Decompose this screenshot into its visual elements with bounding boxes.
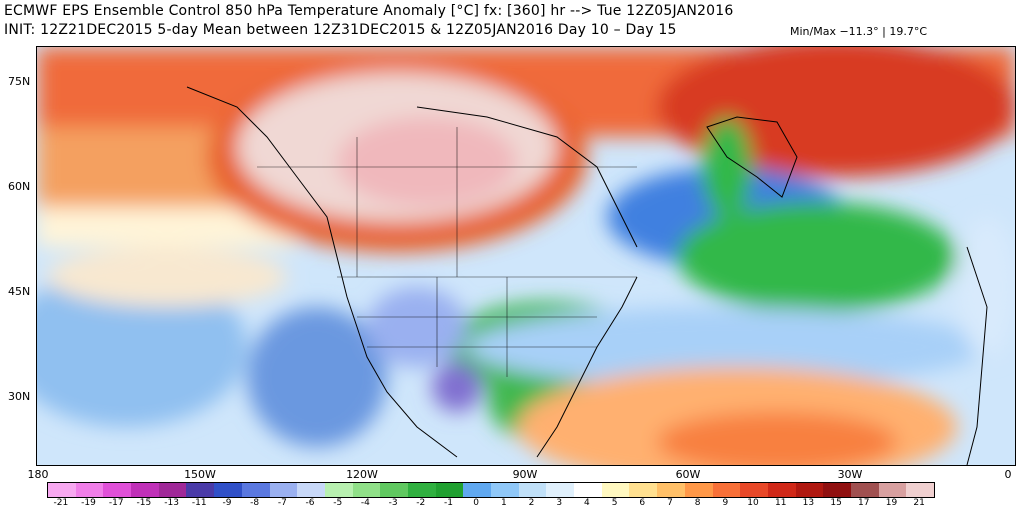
colorbar-swatch <box>740 483 768 497</box>
lat-label-30n: 30N <box>8 390 31 403</box>
colorbar-swatch <box>241 483 270 497</box>
colorbar-swatch <box>48 483 76 497</box>
colorbar-label: 3 <box>556 498 563 508</box>
min-max-readout: Min/Max −11.3° | 19.7°C <box>790 25 928 38</box>
colorbar-label: 1 <box>500 498 507 508</box>
colorbar-swatch <box>601 483 630 497</box>
colorbar-swatch <box>463 483 491 497</box>
map-canvas <box>37 47 1015 465</box>
colorbar-label: 17 <box>858 498 870 508</box>
colorbar-label: 19 <box>885 498 898 508</box>
colorbar-swatch <box>906 483 934 497</box>
colorbar-label: 13 <box>802 498 815 508</box>
lon-label-30w: 30W <box>837 468 863 481</box>
colorbar-label: -9 <box>222 498 232 508</box>
colorbar-label: -19 <box>81 498 96 508</box>
lon-label-60w: 60W <box>675 468 701 481</box>
colorbar-label: -1 <box>443 498 453 508</box>
colorbar-label: 7 <box>667 498 673 508</box>
colorbar-label: -17 <box>108 498 124 508</box>
colorbar-swatch <box>158 483 187 497</box>
colorbar-swatch <box>795 483 824 497</box>
anomaly-field <box>37 47 1015 465</box>
colorbar-swatch <box>546 483 575 497</box>
colorbar-label: -11 <box>191 498 207 508</box>
colorbar-swatch <box>186 483 215 497</box>
colorbar-label: -5 <box>333 498 343 508</box>
colorbar-label: -4 <box>360 498 370 508</box>
colorbar-swatch <box>269 483 298 497</box>
colorbar-swatch <box>878 483 907 497</box>
colorbar-swatch <box>131 483 159 497</box>
colorbar-label: 4 <box>584 498 590 508</box>
colorbar-swatch <box>352 483 381 497</box>
colorbar-swatch <box>75 483 104 497</box>
colorbar-label: 8 <box>694 498 701 508</box>
lon-label-120w: 120W <box>346 468 378 481</box>
colorbar-label: -7 <box>277 498 287 508</box>
colorbar-swatch <box>657 483 685 497</box>
colorbar-swatch <box>380 483 408 497</box>
colorbar-swatch <box>767 483 796 497</box>
chart-subtitle: INIT: 12Z21DEC2015 5-day Mean between 12… <box>4 22 677 38</box>
lat-label-75n: 75N <box>8 75 31 88</box>
lat-label-60n: 60N <box>8 180 31 193</box>
lon-label-90w: 90W <box>512 468 538 481</box>
colorbar-label: 11 <box>774 498 787 508</box>
lat-label-45n: 45N <box>8 285 31 298</box>
borders <box>257 127 637 377</box>
colorbar-label: 0 <box>473 498 480 508</box>
colorbar-swatch <box>435 483 464 497</box>
colorbar-swatch <box>214 483 242 497</box>
colorbar-label: -13 <box>164 498 179 508</box>
lon-label-150w: 150W <box>184 468 216 481</box>
colorbar-label: -15 <box>136 498 152 508</box>
colorbar-label: 15 <box>830 498 842 508</box>
anomaly-map <box>36 46 1016 466</box>
colorbar-label: 9 <box>722 498 729 508</box>
colorbar-swatch <box>491 483 519 497</box>
colorbar-label: 2 <box>528 498 535 508</box>
colorbar-label: -2 <box>416 498 426 508</box>
colorbar <box>47 482 935 498</box>
chart-title: ECMWF EPS Ensemble Control 850 hPa Tempe… <box>4 3 734 19</box>
colorbar-swatch <box>850 483 879 497</box>
colorbar-swatch <box>823 483 851 497</box>
colorbar-swatch <box>574 483 602 497</box>
lon-label-180: 180 <box>27 468 49 481</box>
coastlines <box>186 86 988 465</box>
colorbar-swatch <box>103 483 132 497</box>
colorbar-label: 21 <box>913 498 925 508</box>
colorbar-label: 6 <box>639 498 646 508</box>
colorbar-label: -3 <box>388 498 398 508</box>
lon-label-0: 0 <box>1004 468 1012 481</box>
colorbar-labels: -21 -19 -17 -15 -13 -11 -9 -8 -7 -6 -5 -4 -3 -2 -1 0 1 2 3… <box>47 498 933 512</box>
colorbar-swatch <box>629 483 658 497</box>
colorbar-swatch <box>712 483 741 497</box>
colorbar-label: 5 <box>611 498 618 508</box>
colorbar-label: -8 <box>250 498 260 508</box>
colorbar-swatch <box>684 483 713 497</box>
colorbar-swatch <box>297 483 325 497</box>
colorbar-swatch <box>407 483 436 497</box>
colorbar-label: 10 <box>747 498 759 508</box>
colorbar-label: -6 <box>305 498 315 508</box>
colorbar-swatch <box>518 483 547 497</box>
colorbar-label: -21 <box>53 498 69 508</box>
colorbar-swatch <box>324 483 353 497</box>
